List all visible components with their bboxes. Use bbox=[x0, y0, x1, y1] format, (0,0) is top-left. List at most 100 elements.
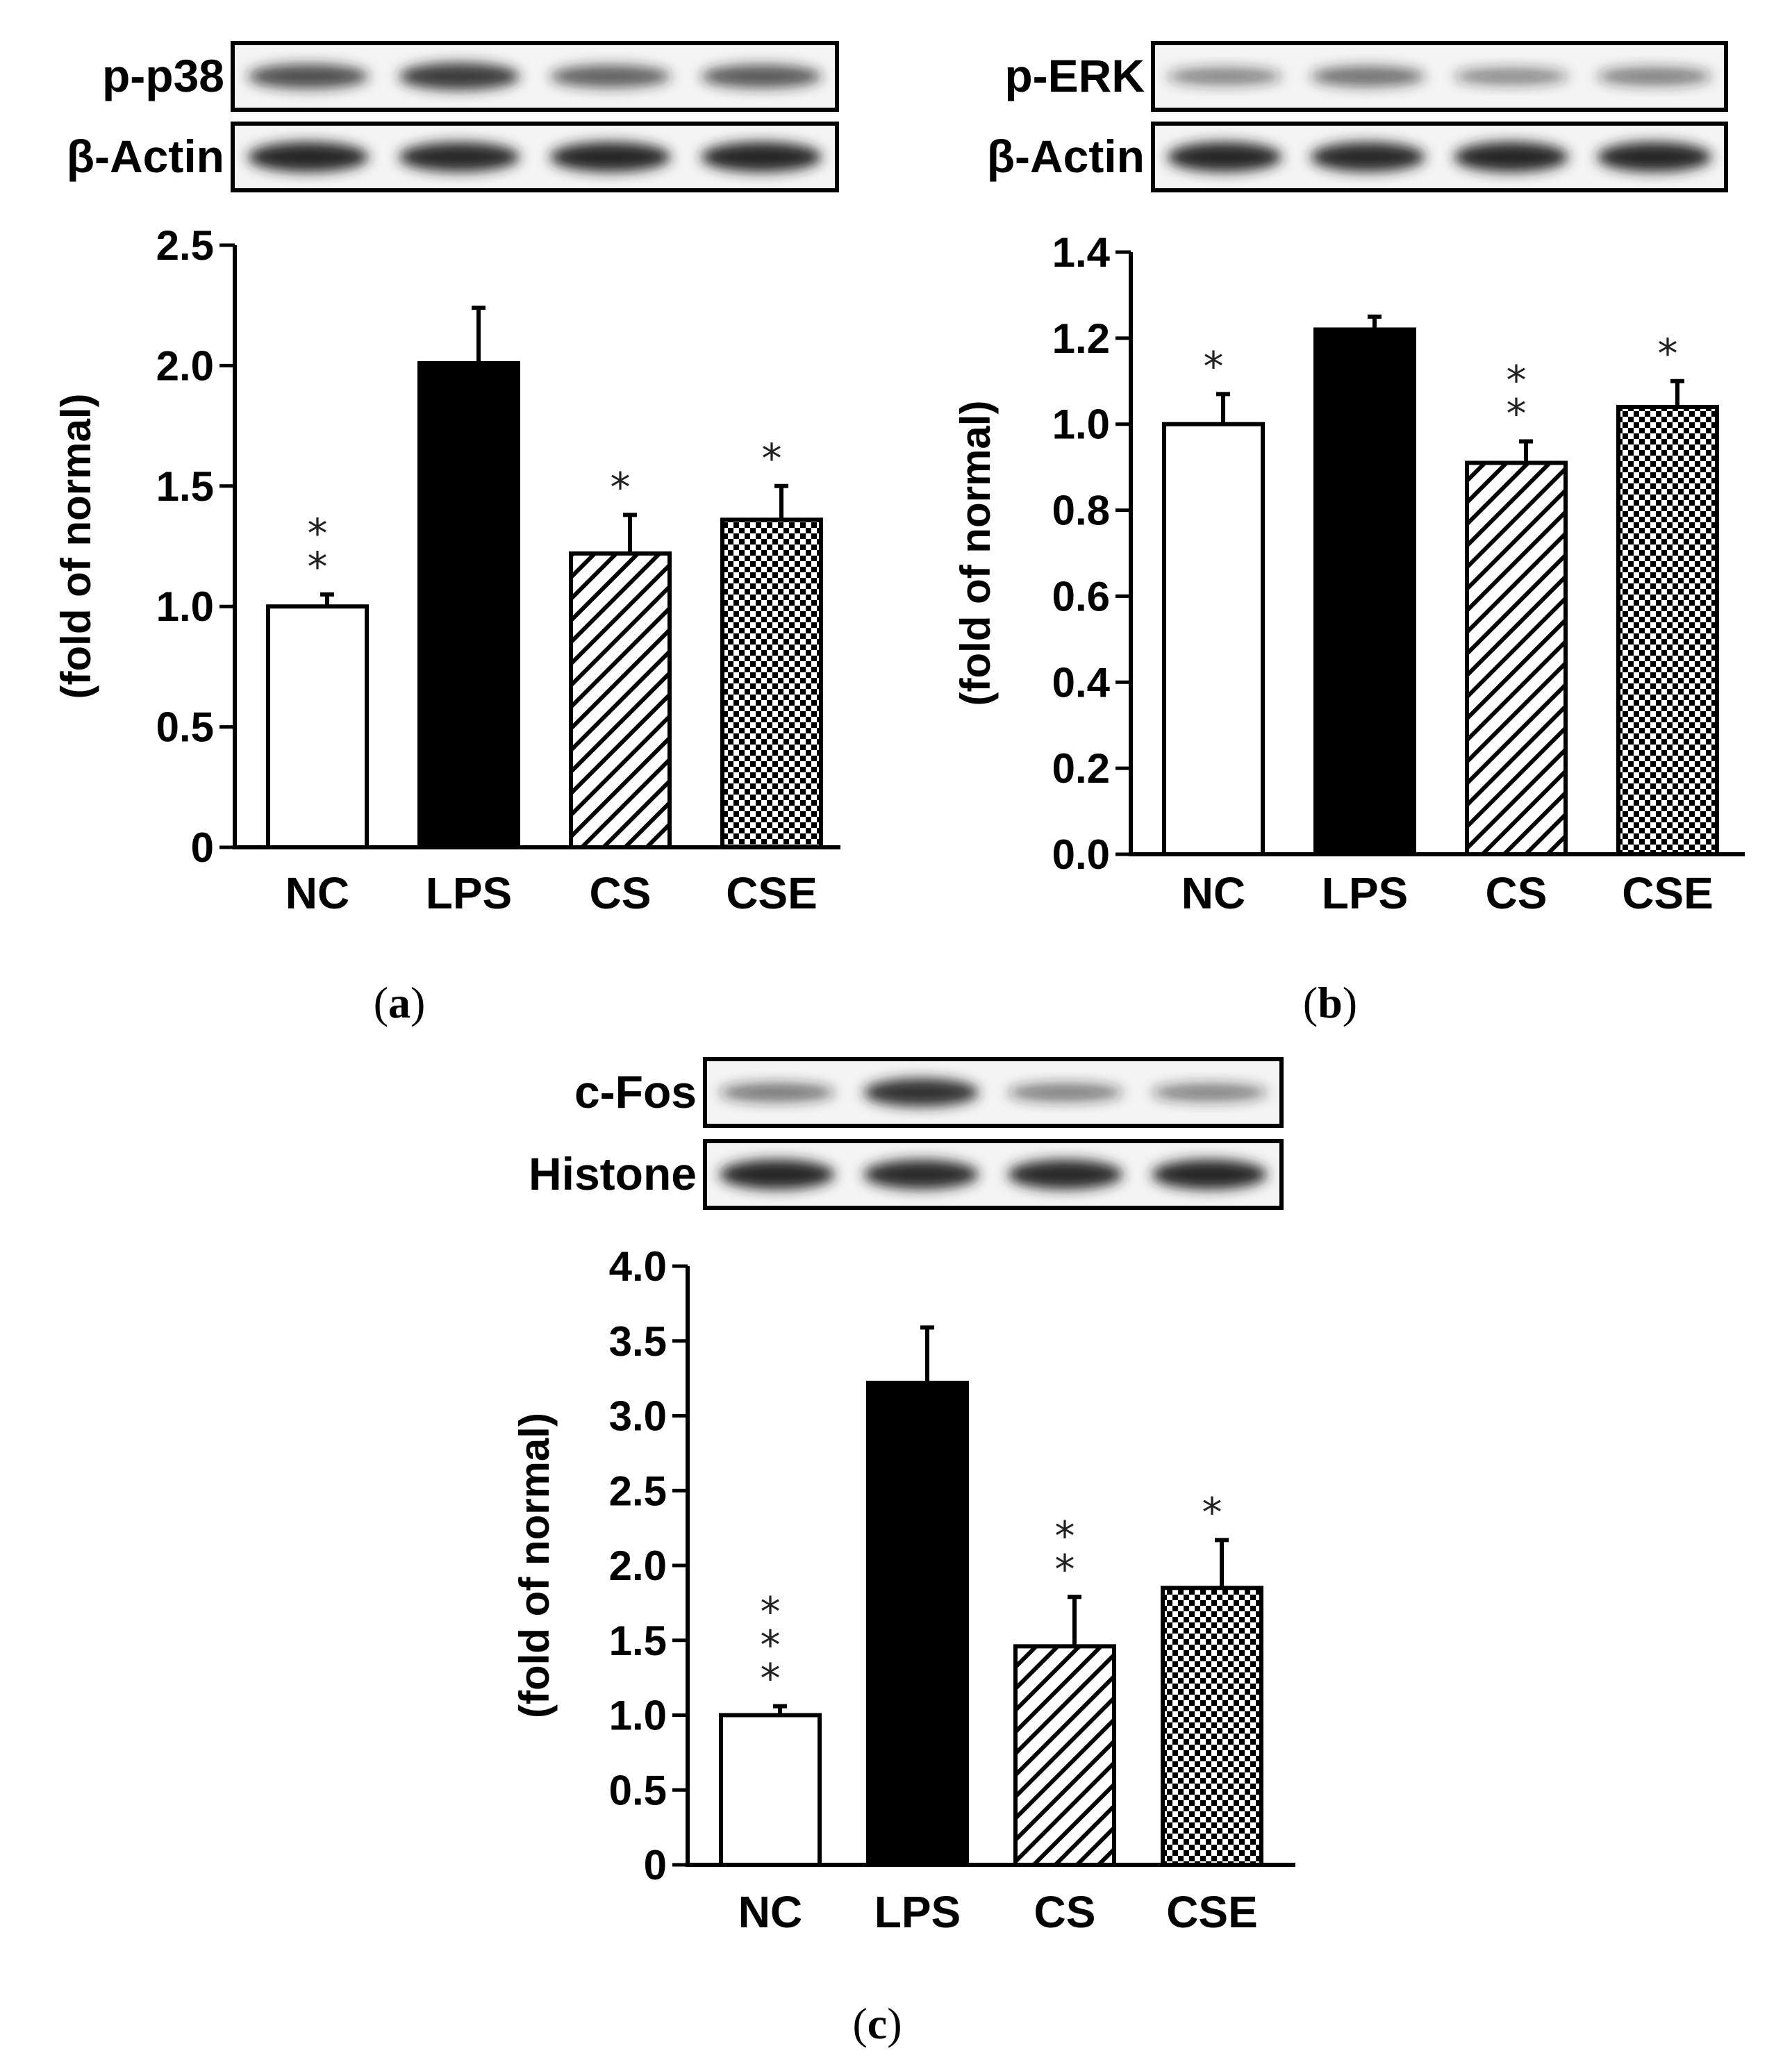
blot-band bbox=[863, 1159, 979, 1190]
significance-star: * bbox=[1507, 390, 1527, 437]
blot-band bbox=[549, 142, 671, 172]
blot-strip: c-Fos bbox=[574, 1057, 1284, 1128]
category-label: CSE bbox=[1622, 868, 1714, 918]
bar-cs bbox=[1013, 1644, 1116, 1868]
category-label: CS bbox=[1486, 868, 1548, 918]
category-label: CS bbox=[1034, 1887, 1096, 1937]
y-tick-label: 0.4 bbox=[1052, 659, 1111, 706]
panel-caption: (b) bbox=[1303, 978, 1357, 1027]
category-label: LPS bbox=[426, 868, 512, 918]
y-tick-label: 1.5 bbox=[156, 463, 214, 510]
y-axis-label: (fold of normal) bbox=[53, 394, 99, 699]
y-tick-label: 1.4 bbox=[1052, 229, 1111, 276]
y-tick-label: 0.2 bbox=[1052, 745, 1110, 792]
bar-cse bbox=[1616, 404, 1719, 856]
category-label: CSE bbox=[1166, 1887, 1258, 1937]
bar-nc bbox=[719, 1713, 822, 1867]
blot-band bbox=[1454, 67, 1569, 85]
blot-band bbox=[1007, 1159, 1123, 1190]
blot-band bbox=[1007, 1083, 1123, 1102]
blot-label: β-Actin bbox=[67, 131, 224, 182]
significance-star: * bbox=[308, 510, 328, 557]
significance-star: * bbox=[308, 543, 328, 590]
blot-band bbox=[1167, 142, 1282, 172]
blot-strip: p-ERK bbox=[1004, 41, 1728, 112]
significance-star: * bbox=[611, 463, 631, 510]
y-tick-label: 0 bbox=[644, 1842, 667, 1888]
panel-b: p-ERK β-Actin 0.0 0.2 0.4 0.6 0.8 1.0 1.2 1.4 (fol… bbox=[952, 41, 1745, 1027]
y-tick-label: 0.6 bbox=[1052, 573, 1110, 620]
blot-band bbox=[1310, 142, 1425, 172]
significance-star: * bbox=[761, 1622, 781, 1669]
category-label: NC bbox=[285, 868, 349, 918]
blot-band bbox=[1597, 67, 1712, 86]
category-label: LPS bbox=[1322, 868, 1408, 918]
y-tick-label: 0.0 bbox=[1052, 831, 1110, 878]
blot-label: Histone bbox=[529, 1148, 697, 1199]
y-tick-label: 2.5 bbox=[609, 1468, 667, 1514]
y-tick-label: 0.8 bbox=[1052, 488, 1110, 534]
bar-cs bbox=[569, 551, 672, 849]
y-tick-label: 1.2 bbox=[1052, 315, 1110, 362]
blot-band bbox=[1454, 142, 1569, 172]
blot-strip: β-Actin bbox=[67, 122, 839, 192]
panel-a: p-p38 β-Actin 0 0.5 1.0 1.5 2.0 2.5 (fold of nor… bbox=[53, 41, 840, 1027]
y-tick-label: 4.0 bbox=[609, 1243, 667, 1290]
blot-label: β-Actin bbox=[987, 131, 1145, 182]
panel-caption: (c) bbox=[852, 1999, 902, 2048]
y-tick-label: 2.0 bbox=[156, 342, 214, 389]
blot-band bbox=[701, 142, 822, 172]
bar-nc bbox=[1162, 422, 1265, 856]
panel-caption: (a) bbox=[374, 978, 426, 1027]
blot-label: p-p38 bbox=[102, 50, 224, 101]
blot-band bbox=[399, 63, 520, 90]
blot-band bbox=[247, 64, 369, 89]
significance-star: * bbox=[1055, 1545, 1075, 1593]
category-label: NC bbox=[738, 1887, 802, 1937]
significance-star: * bbox=[761, 1588, 781, 1636]
y-tick-label: 3.5 bbox=[609, 1318, 667, 1365]
y-tick-label: 0 bbox=[191, 824, 214, 871]
y-tick-label: 0.5 bbox=[156, 704, 214, 751]
bar-lps bbox=[866, 1381, 969, 1867]
blot-band bbox=[549, 65, 671, 88]
significance-star: * bbox=[761, 1655, 781, 1702]
blot-strip: p-p38 bbox=[102, 41, 839, 112]
y-axis-label: (fold of normal) bbox=[511, 1413, 558, 1718]
blot-label: c-Fos bbox=[574, 1066, 697, 1117]
y-tick-label: 0.5 bbox=[609, 1767, 667, 1813]
blot-band bbox=[1152, 1083, 1268, 1102]
y-tick-label: 1.0 bbox=[1052, 401, 1110, 448]
significance-star: * bbox=[1507, 356, 1527, 404]
blot-band bbox=[719, 1083, 835, 1102]
blot-band bbox=[701, 65, 822, 88]
blot-band bbox=[1152, 1159, 1268, 1190]
blot-label: p-ERK bbox=[1004, 50, 1145, 101]
bar-cse bbox=[1161, 1586, 1263, 1867]
blot-band bbox=[1167, 67, 1282, 85]
y-tick-label: 2.5 bbox=[156, 222, 214, 269]
category-label: CSE bbox=[726, 868, 818, 918]
category-label: LPS bbox=[874, 1887, 961, 1937]
blot-strip: Histone bbox=[529, 1139, 1284, 1210]
significance-star: * bbox=[1204, 342, 1224, 390]
y-axis-label: (fold of normal) bbox=[952, 401, 999, 706]
bar-cs bbox=[1465, 460, 1568, 856]
significance-star: * bbox=[762, 435, 782, 482]
y-tick-label: 1.5 bbox=[609, 1618, 667, 1664]
significance-star: * bbox=[1055, 1512, 1075, 1559]
bar-nc bbox=[266, 604, 369, 849]
blot-band bbox=[247, 142, 369, 172]
y-tick-label: 2.0 bbox=[609, 1543, 667, 1589]
y-tick-label: 1.0 bbox=[156, 583, 214, 630]
blot-band bbox=[719, 1159, 835, 1190]
category-label: NC bbox=[1181, 868, 1245, 918]
blot-strip: β-Actin bbox=[987, 122, 1728, 192]
significance-star: * bbox=[1658, 330, 1678, 377]
y-tick-label: 3.0 bbox=[609, 1393, 667, 1440]
blot-band bbox=[399, 142, 520, 172]
blot-band bbox=[1597, 142, 1712, 172]
blot-band bbox=[1310, 66, 1425, 87]
blot-band bbox=[863, 1078, 979, 1107]
